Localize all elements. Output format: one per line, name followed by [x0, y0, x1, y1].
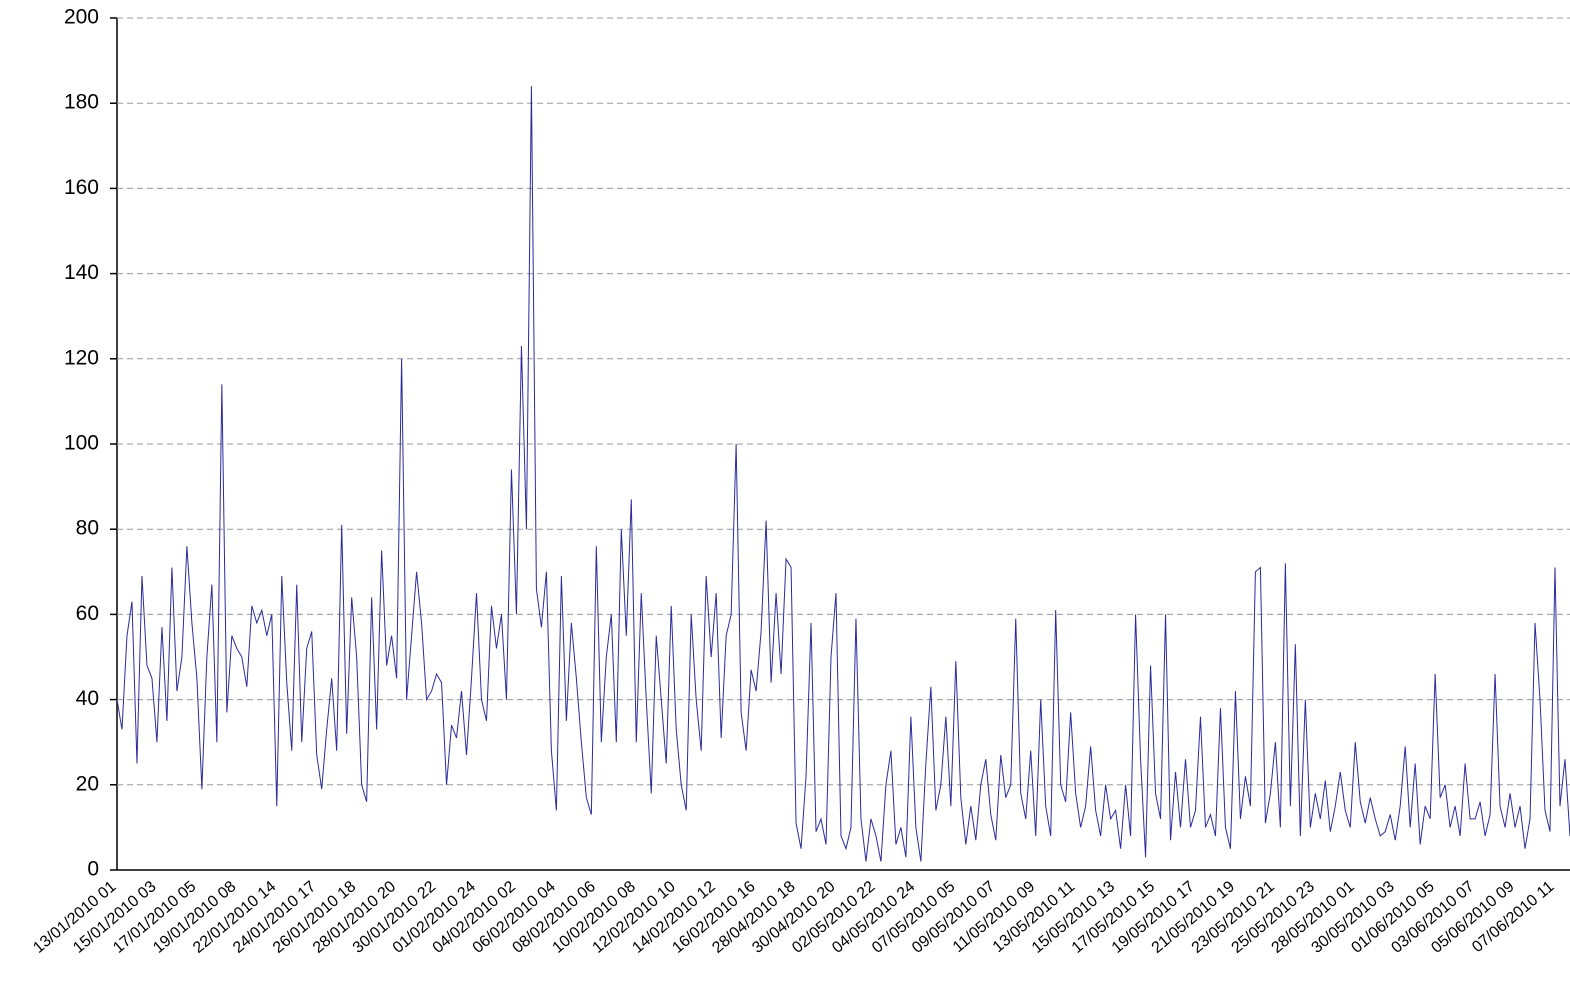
y-tick-label: 140 [64, 261, 99, 284]
y-tick-label: 60 [76, 602, 99, 625]
y-tick-label: 40 [76, 687, 99, 710]
y-tick-label: 100 [64, 432, 99, 455]
y-tick-label: 160 [64, 176, 99, 199]
y-tick-label: 80 [76, 517, 99, 540]
y-tick-label: 0 [87, 858, 99, 881]
y-tick-label: 20 [76, 772, 99, 795]
y-tick-label: 200 [64, 6, 99, 29]
y-tick-label: 120 [64, 346, 99, 369]
y-tick-label: 180 [64, 91, 99, 114]
data-line [116, 86, 1570, 862]
